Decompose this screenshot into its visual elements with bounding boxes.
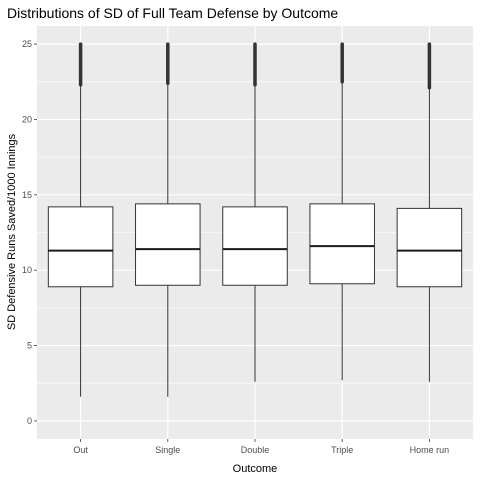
- boxes: [47, 42, 463, 397]
- chart-title: Distributions of SD of Full Team Defense…: [7, 5, 338, 21]
- iqr-box: [47, 206, 114, 288]
- x-tick-label: Single: [155, 445, 180, 455]
- x-tick-label: Triple: [331, 445, 353, 455]
- x-tick-label: Double: [241, 445, 270, 455]
- iqr-box: [396, 207, 463, 288]
- box-group: [309, 42, 375, 381]
- iqr-box: [222, 206, 288, 286]
- y-tick-label: 10: [22, 265, 32, 275]
- y-tick-label: 0: [27, 416, 32, 426]
- box-group: [47, 42, 114, 397]
- iqr-box: [309, 203, 375, 285]
- box-group: [222, 42, 288, 382]
- x-axis-title: Outcome: [233, 463, 278, 475]
- y-tick-label: 5: [27, 341, 32, 351]
- y-tick-label: 25: [22, 39, 32, 49]
- iqr-box: [135, 203, 201, 286]
- y-axis-ticks: 0 5 10 15 20 25: [22, 39, 37, 426]
- y-axis-title: SD Defensive Runs Saved/1000 Innings: [6, 133, 18, 330]
- x-tick-label: Home run: [410, 445, 450, 455]
- x-axis-ticks: Out Single Double Triple Home run: [73, 439, 449, 455]
- y-tick-label: 20: [22, 114, 32, 124]
- box-group: [396, 42, 463, 382]
- y-tick-label: 15: [22, 190, 32, 200]
- box-group: [135, 42, 201, 397]
- x-tick-label: Out: [73, 445, 88, 455]
